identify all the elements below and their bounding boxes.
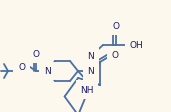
Text: NH: NH <box>80 85 94 94</box>
Text: N: N <box>44 67 50 76</box>
Text: O: O <box>112 51 119 60</box>
Text: N: N <box>88 67 94 76</box>
Text: N: N <box>88 52 94 61</box>
Text: O: O <box>32 50 40 58</box>
Text: O: O <box>113 22 120 31</box>
Text: OH: OH <box>130 41 144 50</box>
Text: O: O <box>18 63 25 72</box>
